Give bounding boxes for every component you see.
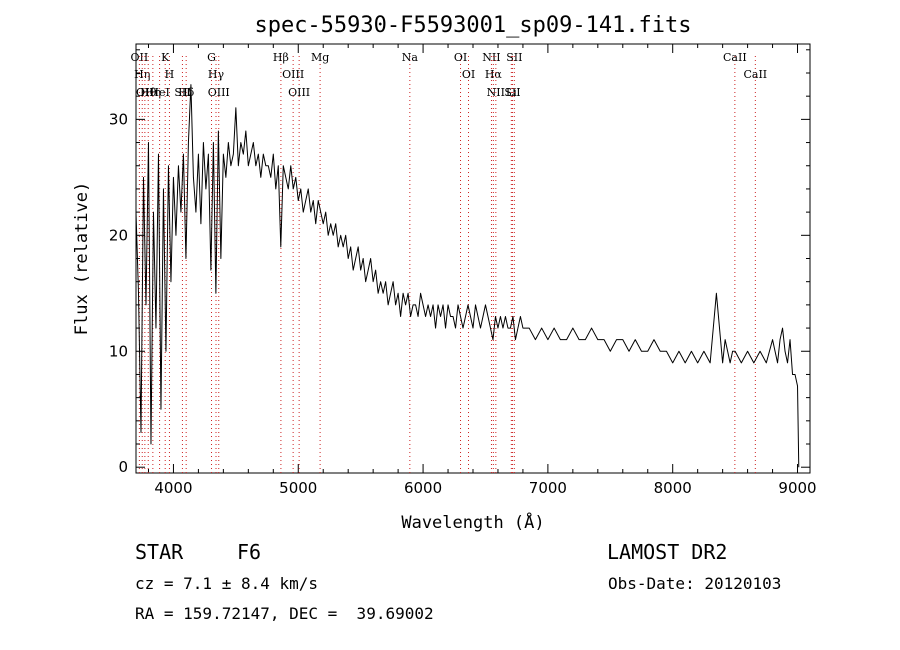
x-tick-label: 9000 — [778, 479, 816, 497]
spectral-line-label: Li — [506, 86, 517, 99]
observation-date: Obs-Date: 20120103 — [608, 574, 782, 593]
spectral-line-label: OI — [462, 68, 475, 81]
spectral-line-label: OII — [136, 86, 154, 99]
spectral-line-label: Hη — [145, 86, 161, 99]
spectral-line-label: OIII — [288, 86, 310, 99]
spectral-line-label: Hγ — [208, 68, 225, 81]
x-tick-label: 5000 — [279, 479, 317, 497]
y-tick-label: 30 — [109, 110, 128, 128]
spectral-line-label: Hα — [485, 68, 503, 81]
object-subclass: F6 — [237, 540, 262, 564]
ra-dec-coordinates: RA = 159.72147, DEC = 39.69002 — [135, 604, 434, 623]
spectrum-line — [135, 84, 800, 468]
spectral-line-label: G — [207, 51, 216, 64]
plot-frame — [135, 43, 811, 474]
x-tick-label: 8000 — [654, 479, 692, 497]
x-tick-label: 7000 — [529, 479, 567, 497]
spectral-line-label: NII — [482, 51, 500, 64]
object-class: STAR — [135, 540, 184, 564]
spectral-line-label: OIII — [282, 68, 304, 81]
spectral-line-label: H — [165, 68, 175, 81]
y-tick-label: 20 — [109, 226, 128, 244]
spectral-line-label: OII — [131, 51, 149, 64]
spectral-line-label: Mg — [311, 51, 329, 64]
survey-name: LAMOST DR2 — [607, 540, 728, 564]
x-axis-label: Wavelength (Å) — [401, 511, 544, 533]
spectral-line-label: Hδ — [178, 86, 195, 99]
spectral-line-label: SII — [174, 86, 190, 99]
y-tick-label: 0 — [118, 458, 128, 476]
chart-title: spec-55930-F5593001_sp09-141.fits — [254, 13, 691, 38]
spectral-line-label: SII — [506, 51, 522, 64]
y-tick-label: 10 — [109, 342, 128, 360]
spectral-line-label: Hβ — [273, 51, 289, 64]
spectral-line-label: HeI — [149, 86, 169, 99]
spectral-line-label: Na — [402, 51, 419, 64]
spectral-line-label: CaII — [723, 51, 747, 64]
spectral-line-label: OIII — [208, 86, 230, 99]
x-tick-label: 6000 — [404, 479, 442, 497]
spectral-line-label: Hθ — [140, 86, 157, 99]
spectral-line-label: Hη — [134, 68, 150, 81]
spectral-line-label: K — [161, 51, 170, 64]
redshift-velocity: cz = 7.1 ± 8.4 km/s — [135, 574, 319, 593]
spectral-line-label: CaII — [743, 68, 767, 81]
spectral-line-label: OI — [454, 51, 467, 64]
spectral-line-label: NII — [487, 86, 505, 99]
x-tick-label: 4000 — [154, 479, 192, 497]
y-axis-label: Flux (relative) — [72, 182, 92, 336]
spectral-line-label: SII — [504, 86, 520, 99]
